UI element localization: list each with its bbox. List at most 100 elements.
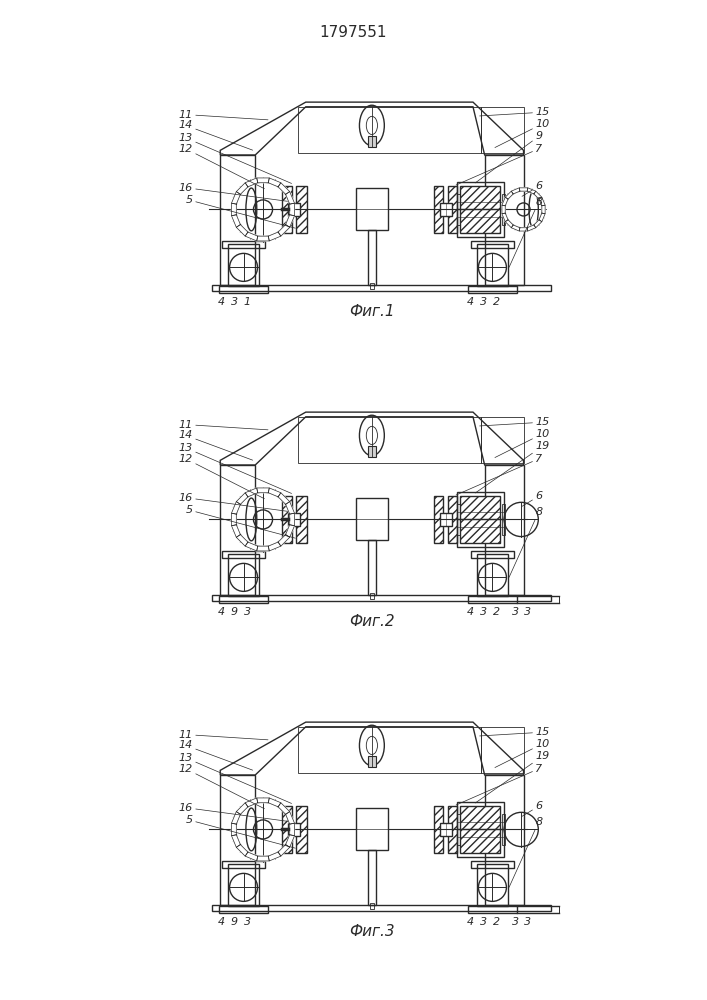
Polygon shape xyxy=(506,220,513,228)
Polygon shape xyxy=(542,205,545,214)
Polygon shape xyxy=(278,493,290,504)
Polygon shape xyxy=(269,178,281,187)
Bar xyxy=(448,496,457,543)
Bar xyxy=(228,244,259,286)
Bar xyxy=(457,802,504,857)
Text: 13: 13 xyxy=(179,443,291,493)
Polygon shape xyxy=(511,188,520,194)
Bar xyxy=(218,596,269,603)
Polygon shape xyxy=(527,225,536,231)
Text: 16: 16 xyxy=(179,803,288,821)
Polygon shape xyxy=(286,835,295,847)
Bar xyxy=(448,186,457,233)
Text: 9: 9 xyxy=(230,917,238,927)
Bar xyxy=(356,188,388,230)
Bar xyxy=(370,903,374,909)
Bar xyxy=(502,504,505,535)
Bar xyxy=(298,107,481,153)
Bar xyxy=(481,107,524,153)
Text: 8: 8 xyxy=(509,507,542,577)
Text: 4: 4 xyxy=(467,607,474,617)
Text: 3: 3 xyxy=(230,297,238,307)
Polygon shape xyxy=(257,488,269,493)
Bar xyxy=(222,241,265,248)
Text: 15: 15 xyxy=(479,417,549,427)
Bar xyxy=(296,496,308,543)
Polygon shape xyxy=(502,205,506,214)
Bar xyxy=(298,417,481,463)
Bar xyxy=(457,182,504,237)
Bar xyxy=(356,808,388,850)
Polygon shape xyxy=(290,823,295,836)
Bar xyxy=(502,814,505,845)
Polygon shape xyxy=(527,188,536,194)
Polygon shape xyxy=(286,192,295,204)
Polygon shape xyxy=(278,845,290,856)
Bar xyxy=(370,593,374,599)
Text: 4: 4 xyxy=(467,297,474,307)
Text: 7: 7 xyxy=(456,454,542,495)
Polygon shape xyxy=(286,215,295,227)
Text: 12: 12 xyxy=(179,764,264,809)
Polygon shape xyxy=(269,798,281,807)
Bar xyxy=(460,806,501,853)
Text: 13: 13 xyxy=(179,133,291,183)
Bar xyxy=(296,806,308,853)
Text: 4: 4 xyxy=(467,917,474,927)
Bar xyxy=(370,283,374,289)
Text: 19: 19 xyxy=(475,751,549,803)
Bar xyxy=(213,595,551,601)
Text: 4: 4 xyxy=(218,607,226,617)
Polygon shape xyxy=(231,502,240,514)
Text: 3: 3 xyxy=(479,607,486,617)
Polygon shape xyxy=(286,812,295,824)
Text: 1: 1 xyxy=(244,297,251,307)
Bar xyxy=(471,861,514,868)
Text: 3: 3 xyxy=(524,917,531,927)
Polygon shape xyxy=(269,852,281,861)
Bar xyxy=(467,596,518,603)
Polygon shape xyxy=(539,197,545,206)
Text: 19: 19 xyxy=(475,441,549,493)
Bar xyxy=(477,554,508,596)
Text: 12: 12 xyxy=(179,144,264,189)
Text: 3: 3 xyxy=(479,297,486,307)
Polygon shape xyxy=(290,203,295,216)
Bar xyxy=(213,285,551,291)
Polygon shape xyxy=(278,803,290,814)
Text: 11: 11 xyxy=(179,110,268,120)
Polygon shape xyxy=(269,488,281,497)
Text: 5: 5 xyxy=(186,815,296,848)
Polygon shape xyxy=(231,215,240,227)
Polygon shape xyxy=(245,798,257,807)
Polygon shape xyxy=(231,823,236,836)
Bar xyxy=(368,540,376,595)
Polygon shape xyxy=(231,812,240,824)
Text: 14: 14 xyxy=(179,120,252,150)
Bar xyxy=(228,554,259,596)
Text: 3: 3 xyxy=(244,607,251,617)
Text: 1797551: 1797551 xyxy=(320,25,387,40)
Text: 4: 4 xyxy=(218,297,226,307)
Polygon shape xyxy=(257,236,269,241)
Bar xyxy=(481,727,524,773)
Bar xyxy=(485,155,524,285)
Bar xyxy=(296,186,308,233)
Text: Фиг.2: Фиг.2 xyxy=(349,614,395,629)
Text: 12: 12 xyxy=(179,454,264,499)
Polygon shape xyxy=(278,225,290,236)
Polygon shape xyxy=(236,183,248,194)
Text: 15: 15 xyxy=(479,727,549,737)
Text: 8: 8 xyxy=(509,817,542,887)
Bar xyxy=(440,513,452,526)
Bar xyxy=(283,496,292,543)
Bar xyxy=(368,230,376,285)
Polygon shape xyxy=(231,525,240,537)
Polygon shape xyxy=(278,535,290,546)
Polygon shape xyxy=(502,213,508,222)
Bar xyxy=(228,864,259,906)
Polygon shape xyxy=(269,232,281,241)
Polygon shape xyxy=(236,535,248,546)
Polygon shape xyxy=(539,213,545,222)
Text: 9: 9 xyxy=(230,607,238,617)
